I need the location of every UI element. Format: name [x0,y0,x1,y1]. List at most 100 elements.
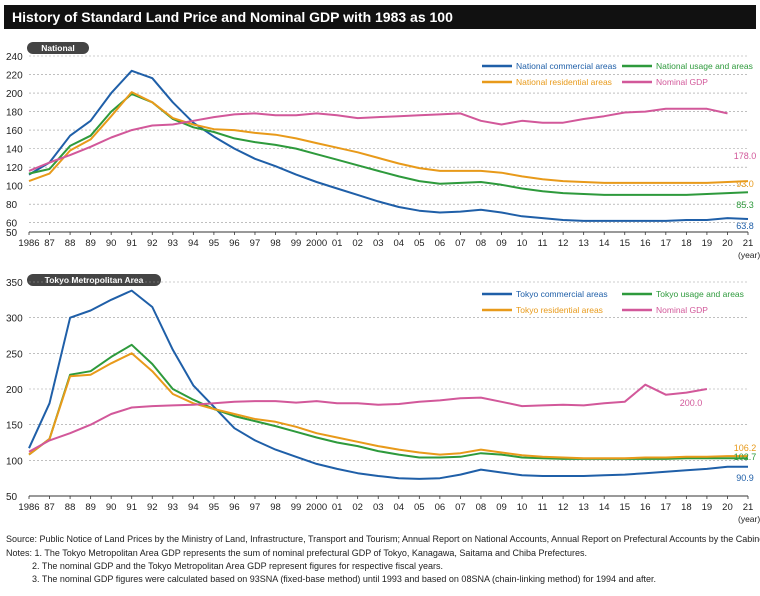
x-tick-label: 93 [168,238,179,249]
x-tick-label: 16 [640,238,651,249]
x-tick-label: 04 [393,238,404,249]
x-tick-label: 06 [435,502,446,513]
x-tick-label: 98 [270,238,281,249]
x-unit-label: (year) [738,250,760,260]
x-unit-label: (year) [738,514,760,524]
end-value-label: 63.8 [736,221,754,231]
series-line-residential [28,352,748,460]
note-2: 2. The nominal GDP and the Tokyo Metropo… [32,561,444,571]
national-chart: National50608010012014016018020022024019… [6,42,760,260]
x-tick-label: 14 [599,502,610,513]
legend-entry: Nominal GDP [656,77,708,87]
x-tick-label: 94 [188,238,199,249]
x-tick-label: 17 [661,238,672,249]
x-tick-label: 93 [168,502,179,513]
x-tick-label: 20 [722,502,733,513]
legend-entry: Tokyo commercial areas [516,289,608,299]
x-tick-label: 20 [722,238,733,249]
series-line-gdp [28,107,728,172]
x-tick-label: 10 [517,238,528,249]
x-tick-label: 96 [229,238,240,249]
legend-entry: National usage and areas [656,61,753,71]
x-tick-label: 02 [352,502,363,513]
note-1: 1. The Tokyo Metropolitan Area GDP repre… [34,548,587,558]
x-tick-label: 21 [743,238,754,249]
note-3: 3. The nominal GDP figures were calculat… [32,574,657,584]
panel-label-pill [27,42,89,54]
x-tick-label: 08 [476,238,487,249]
x-tick-label: 90 [106,502,117,513]
x-tick-label: 97 [250,238,261,249]
y-tick-label: 300 [6,314,23,325]
x-tick-label: 87 [44,238,55,249]
series-line-residential [28,91,749,184]
x-tick-label: 11 [538,502,548,513]
x-tick-label: 18 [681,238,692,249]
y-tick-label: 150 [6,421,23,432]
series-line-gdp [28,383,708,453]
series-line-usage [28,343,748,460]
panel-label-pill [27,274,161,286]
end-value-label: 102.7 [734,452,757,462]
notes-block: Notes: 1. The Tokyo Metropolitan Area GD… [6,547,656,586]
x-tick-label: 88 [65,238,76,249]
x-tick-label: 09 [496,502,507,513]
x-tick-label: 13 [578,238,589,249]
x-tick-label: 99 [291,238,302,249]
x-tick-label: 92 [147,238,158,249]
x-tick-label: 17 [661,502,672,513]
x-tick-label: 18 [681,502,692,513]
x-tick-label: 2000 [306,502,327,513]
x-tick-label: 89 [85,502,96,513]
y-tick-label: 50 [6,492,18,503]
x-tick-label: 2000 [306,238,327,249]
y-tick-label: 100 [6,456,23,467]
x-tick-label: 90 [106,238,117,249]
x-tick-label: 87 [44,502,55,513]
x-tick-label: 07 [455,502,466,513]
page-title: History of Standard Land Price and Nomin… [4,5,756,29]
x-tick-label: 12 [558,502,569,513]
legend-entry: Tokyo residential areas [516,305,603,315]
x-tick-label: 05 [414,502,425,513]
y-tick-label: 220 [6,71,23,82]
y-tick-label: 200 [6,89,23,100]
x-tick-label: 92 [147,502,158,513]
x-tick-label: 12 [558,238,569,249]
x-tick-label: 98 [270,502,281,513]
x-tick-label: 01 [332,238,343,249]
x-tick-label: 07 [455,238,466,249]
x-tick-label: 05 [414,238,425,249]
x-tick-label: 1986 [18,502,39,513]
panel-label: National [41,43,75,53]
x-tick-label: 21 [743,502,754,513]
x-tick-label: 95 [209,238,220,249]
x-tick-label: 06 [435,238,446,249]
legend-entry: Nominal GDP [656,305,708,315]
x-tick-label: 94 [188,502,199,513]
end-value-label: 106.2 [734,443,757,453]
x-tick-label: 89 [85,238,96,249]
x-tick-label: 96 [229,502,240,513]
x-tick-label: 04 [393,502,404,513]
x-tick-label: 99 [291,502,302,513]
end-value-label: 93.0 [736,179,754,189]
x-tick-label: 01 [332,502,343,513]
x-tick-label: 10 [517,502,528,513]
x-tick-label: 19 [702,502,713,513]
x-tick-label: 08 [476,502,487,513]
x-tick-label: 13 [578,502,589,513]
x-tick-label: 15 [619,502,630,513]
y-tick-label: 140 [6,145,23,156]
x-tick-label: 88 [65,502,76,513]
x-tick-label: 02 [352,238,363,249]
x-tick-label: 1986 [18,238,39,249]
x-tick-label: 16 [640,502,651,513]
legend-entry: Tokyo usage and areas [656,289,744,299]
end-value-label: 90.9 [736,473,754,483]
y-tick-label: 240 [6,52,23,63]
source-note: Source: Public Notice of Land Prices by … [6,534,760,544]
x-tick-label: 15 [619,238,630,249]
y-tick-label: 100 [6,182,23,193]
y-tick-label: 60 [6,219,18,230]
